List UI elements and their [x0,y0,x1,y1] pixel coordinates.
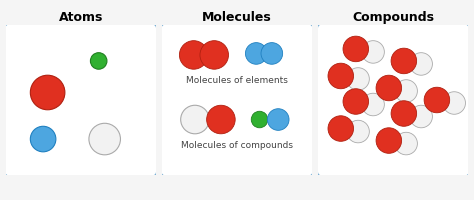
Circle shape [395,132,418,155]
Circle shape [91,53,107,69]
Circle shape [343,89,369,114]
Circle shape [343,36,369,62]
FancyBboxPatch shape [4,23,157,177]
Circle shape [424,87,450,113]
Circle shape [30,126,56,152]
Circle shape [347,68,369,90]
Circle shape [180,41,208,69]
Circle shape [376,128,401,153]
Circle shape [246,43,267,64]
Circle shape [391,101,417,126]
Circle shape [30,75,65,110]
Circle shape [443,92,465,114]
FancyBboxPatch shape [317,23,470,177]
Circle shape [410,105,432,128]
Circle shape [207,105,235,134]
Text: Molecules of compounds: Molecules of compounds [181,141,293,150]
Circle shape [410,53,432,75]
Text: Molecules of elements: Molecules of elements [186,76,288,85]
Circle shape [347,120,369,143]
Circle shape [251,111,268,128]
Circle shape [267,109,289,130]
Circle shape [181,105,209,134]
FancyBboxPatch shape [160,23,314,177]
Title: Compounds: Compounds [352,11,434,24]
Title: Atoms: Atoms [58,11,103,24]
Circle shape [362,41,384,63]
Circle shape [328,116,354,141]
Circle shape [391,48,417,74]
Circle shape [395,80,418,102]
Circle shape [362,93,384,116]
Title: Molecules: Molecules [202,11,272,24]
Circle shape [328,63,354,89]
Circle shape [261,43,283,64]
Circle shape [200,41,228,69]
Circle shape [376,75,401,101]
Circle shape [89,123,120,155]
